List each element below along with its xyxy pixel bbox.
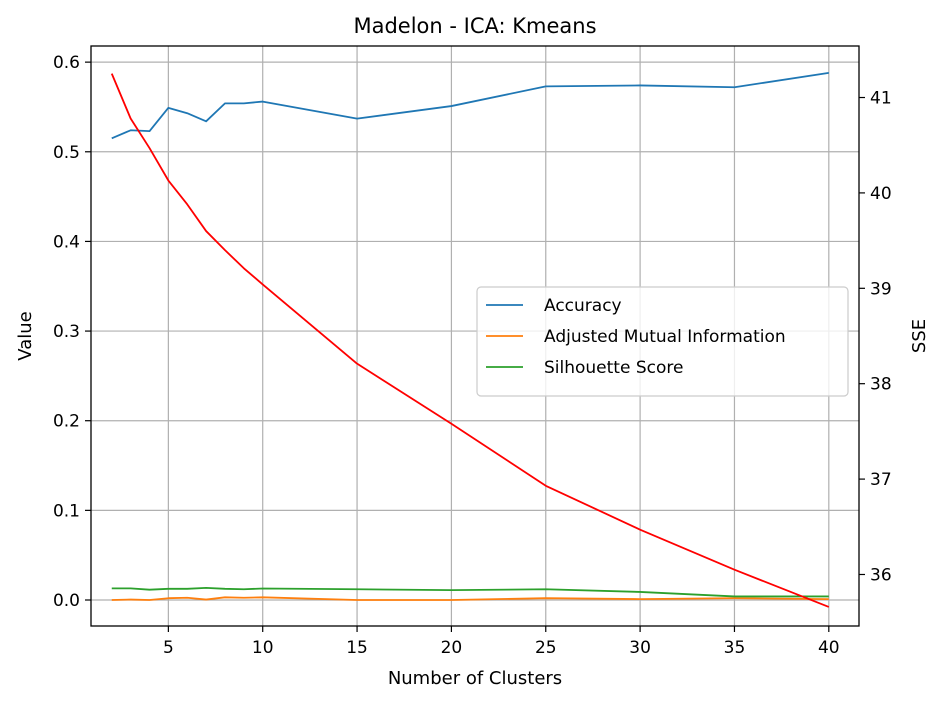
legend: Accuracy Adjusted Mutual Information Silho…: [476, 286, 849, 397]
y2-tick-label: 36: [870, 565, 892, 585]
y2-tick-label: 37: [870, 470, 892, 490]
legend-label: Accuracy: [544, 296, 622, 316]
x-tick-label: 15: [346, 638, 368, 658]
x-tick-label: 10: [252, 638, 274, 658]
series-line-4: [110, 73, 830, 608]
chart-title: Madelon - ICA: Kmeans: [353, 14, 596, 38]
y-axis-ticks: 0.0 0.1 0.2 0.3 0.4 0.5 0.6: [53, 53, 91, 611]
plot-lines: [110, 72, 830, 608]
y2-tick-label: 38: [870, 375, 892, 395]
y-axis-label: Value: [15, 311, 36, 360]
x-tick-label: 20: [441, 638, 463, 658]
y-tick-label: 0.6: [53, 53, 80, 73]
x-tick-label: 40: [818, 638, 840, 658]
x-tick-label: 35: [724, 638, 746, 658]
grid: [91, 46, 859, 626]
x-tick-label: 5: [163, 638, 174, 658]
y2-axis-label: SSE: [909, 319, 930, 353]
y2-tick-label: 39: [870, 279, 892, 299]
y-tick-label: 0.0: [53, 591, 80, 611]
y2-axis-ticks: 36 37 38 39 40 41: [859, 89, 892, 585]
series-line-2: [111, 596, 829, 601]
legend-label: Adjusted Mutual Information: [544, 327, 786, 347]
x-tick-label: 30: [629, 638, 651, 658]
y2-tick-label: 41: [870, 89, 892, 109]
legend-label: Silhouette Score: [544, 358, 683, 378]
x-axis-label: Number of Clusters: [388, 668, 562, 689]
legend-items: Accuracy Adjusted Mutual Information Silho…: [486, 296, 786, 378]
y-tick-label: 0.4: [53, 232, 80, 252]
y-tick-label: 0.1: [53, 501, 80, 521]
plot-frame: [90, 45, 860, 627]
x-tick-label: 25: [535, 638, 557, 658]
x-axis-ticks: 5 10 15 20 25 30 35 40: [163, 626, 840, 658]
series-line-3: [111, 587, 829, 598]
series-line-1: [111, 72, 829, 140]
y-tick-label: 0.3: [53, 322, 80, 342]
legend-box: [476, 286, 849, 397]
y2-tick-label: 40: [870, 184, 892, 204]
y-tick-label: 0.2: [53, 412, 80, 432]
y-tick-label: 0.5: [53, 143, 80, 163]
